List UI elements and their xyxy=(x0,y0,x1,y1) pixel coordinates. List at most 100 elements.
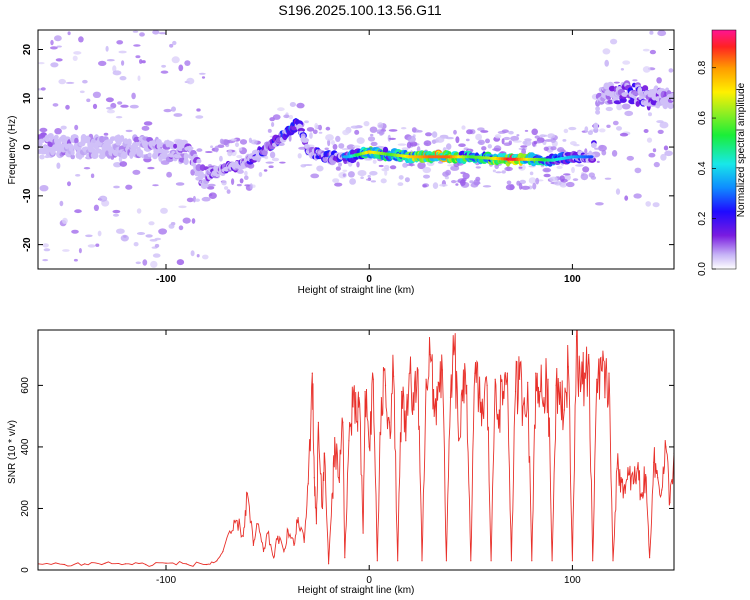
spectrogram-noise-mark xyxy=(332,143,338,150)
snr-data-point xyxy=(636,467,639,470)
spectrogram-noise-mark xyxy=(171,56,180,64)
spectrogram-noise-mark xyxy=(143,121,153,126)
spectrogram-noise-mark xyxy=(113,185,120,189)
snr-data-point xyxy=(321,507,324,510)
spectrogram-noise-mark xyxy=(652,202,660,208)
spectrogram-noise-mark xyxy=(616,103,623,111)
spectrogram-noise-mark xyxy=(360,176,364,179)
spectrogram-noise-mark xyxy=(327,139,331,147)
spectrogram-noise-mark xyxy=(65,104,70,110)
spectrogram-noise-mark xyxy=(269,151,276,159)
spectrogram-noise-mark xyxy=(458,143,466,147)
snr-data-point xyxy=(425,378,427,380)
snr-data-point xyxy=(547,378,549,380)
spectrogram-noise-mark xyxy=(347,171,355,178)
spectrogram-noise-mark xyxy=(492,148,501,151)
snr-data-point xyxy=(437,381,439,383)
spectrogram-noise-mark xyxy=(271,157,280,162)
spectrogram-noise-mark xyxy=(116,228,125,234)
spectrogram-noise-mark xyxy=(249,183,253,190)
spectrogram-noise-mark xyxy=(388,129,398,132)
spectrogram-noise-mark xyxy=(202,254,209,260)
spectrogram-noise-mark xyxy=(171,106,176,112)
snr-data-point xyxy=(323,452,326,454)
spectrogram-noise-mark xyxy=(575,164,584,167)
spectrogram-ridge-mark xyxy=(129,151,134,159)
spectrogram-noise-mark xyxy=(620,68,625,71)
spectrogram-frame xyxy=(37,29,675,270)
spectrogram-noise-mark xyxy=(342,129,350,136)
spectrogram-noise-mark xyxy=(115,116,123,119)
snr-data-point xyxy=(632,483,635,485)
spectrogram-noise-mark xyxy=(642,48,650,52)
spectrogram-noise-mark xyxy=(646,137,653,143)
spectrogram-noise-mark xyxy=(65,81,75,84)
spectrogram-noise-mark xyxy=(50,62,59,68)
snr-data-point xyxy=(397,560,399,562)
spectrogram-noise-mark xyxy=(136,232,146,235)
spectrogram-noise-mark xyxy=(272,114,281,120)
spectrogram-noise-mark xyxy=(596,160,600,163)
spectrogram-noise-mark xyxy=(584,126,589,133)
spectrogram-noise-mark xyxy=(580,173,589,181)
spectrogram-noise-mark xyxy=(309,132,313,139)
spectrogram-noise-mark xyxy=(416,130,423,133)
spectrogram-noise-mark xyxy=(152,184,159,187)
snr-data-point xyxy=(380,397,382,399)
spectrogram-noise-mark xyxy=(505,184,515,191)
spectrogram-noise-mark xyxy=(369,126,378,133)
spectrogram-noise-mark xyxy=(657,30,667,37)
snr-data-point xyxy=(506,372,508,374)
spectrogram-noise-mark xyxy=(398,175,404,180)
spectrogram-noise-mark xyxy=(154,243,160,248)
spectrogram-noise-mark xyxy=(624,195,629,201)
spectrogram-x-tick-label: 0 xyxy=(366,274,372,285)
snr-data-point xyxy=(372,378,374,380)
spectrogram-noise-mark xyxy=(401,127,407,130)
spectrogram-noise-mark xyxy=(383,165,390,170)
spectrogram-x-ticks: -100 0 100 xyxy=(156,30,581,285)
snr-data-point xyxy=(344,557,346,559)
spectrogram-ridge-mark xyxy=(667,103,674,110)
spectrogram-noise-mark xyxy=(105,97,114,103)
spectrogram-noise-mark xyxy=(236,169,244,174)
colorbar-ticks: 0.0 0.2 0.4 0.6 0.8 xyxy=(697,60,716,276)
spectrogram-noise-mark xyxy=(598,144,607,152)
spectrogram-ridge-mark xyxy=(595,106,600,112)
spectrogram-noise-mark xyxy=(118,50,127,54)
snr-data-point xyxy=(293,544,295,547)
snr-data-point xyxy=(84,563,86,565)
spectrogram-noise-mark xyxy=(288,134,292,142)
spectrogram-ridge-mark xyxy=(74,137,79,145)
spectrogram-noise-mark xyxy=(524,129,529,132)
spectrogram-noise-mark xyxy=(357,170,367,177)
snr-data-point xyxy=(523,403,525,405)
spectrogram-noise-mark xyxy=(417,162,426,170)
spectrogram-noise-mark xyxy=(335,166,341,171)
spectrogram-noise-mark xyxy=(40,87,46,91)
spectrogram-noise-mark xyxy=(55,58,63,62)
spectrogram-noise-mark xyxy=(367,174,371,178)
spectrogram-noise-mark xyxy=(132,169,141,175)
spectrogram-noise-mark xyxy=(338,143,345,149)
snr-data-point xyxy=(313,477,315,479)
snr-data-point xyxy=(628,474,630,476)
spectrogram-x-tick-label: 100 xyxy=(564,274,581,285)
spectrogram-noise-mark xyxy=(324,147,329,151)
snr-data-point xyxy=(657,477,659,479)
spectrogram-noise-mark xyxy=(279,161,286,164)
snr-data-point xyxy=(315,523,317,525)
spectrogram-noise-mark xyxy=(154,237,162,241)
spectrogram-noise-mark xyxy=(543,146,549,151)
spectrogram-noise-mark xyxy=(626,155,634,161)
spectrogram-noise-mark xyxy=(195,198,200,202)
snr-data-point xyxy=(502,390,504,393)
snr-data-point xyxy=(596,378,598,380)
snr-y-tick-label: 600 xyxy=(20,377,31,394)
spectrogram-noise-mark xyxy=(54,35,62,42)
spectrogram-noise-mark xyxy=(352,145,361,148)
spectrogram-noise-mark xyxy=(402,162,408,168)
spectrogram-noise-mark xyxy=(208,192,217,199)
spectrogram-noise-mark xyxy=(453,129,457,135)
spectrogram-noise-mark xyxy=(186,197,194,203)
